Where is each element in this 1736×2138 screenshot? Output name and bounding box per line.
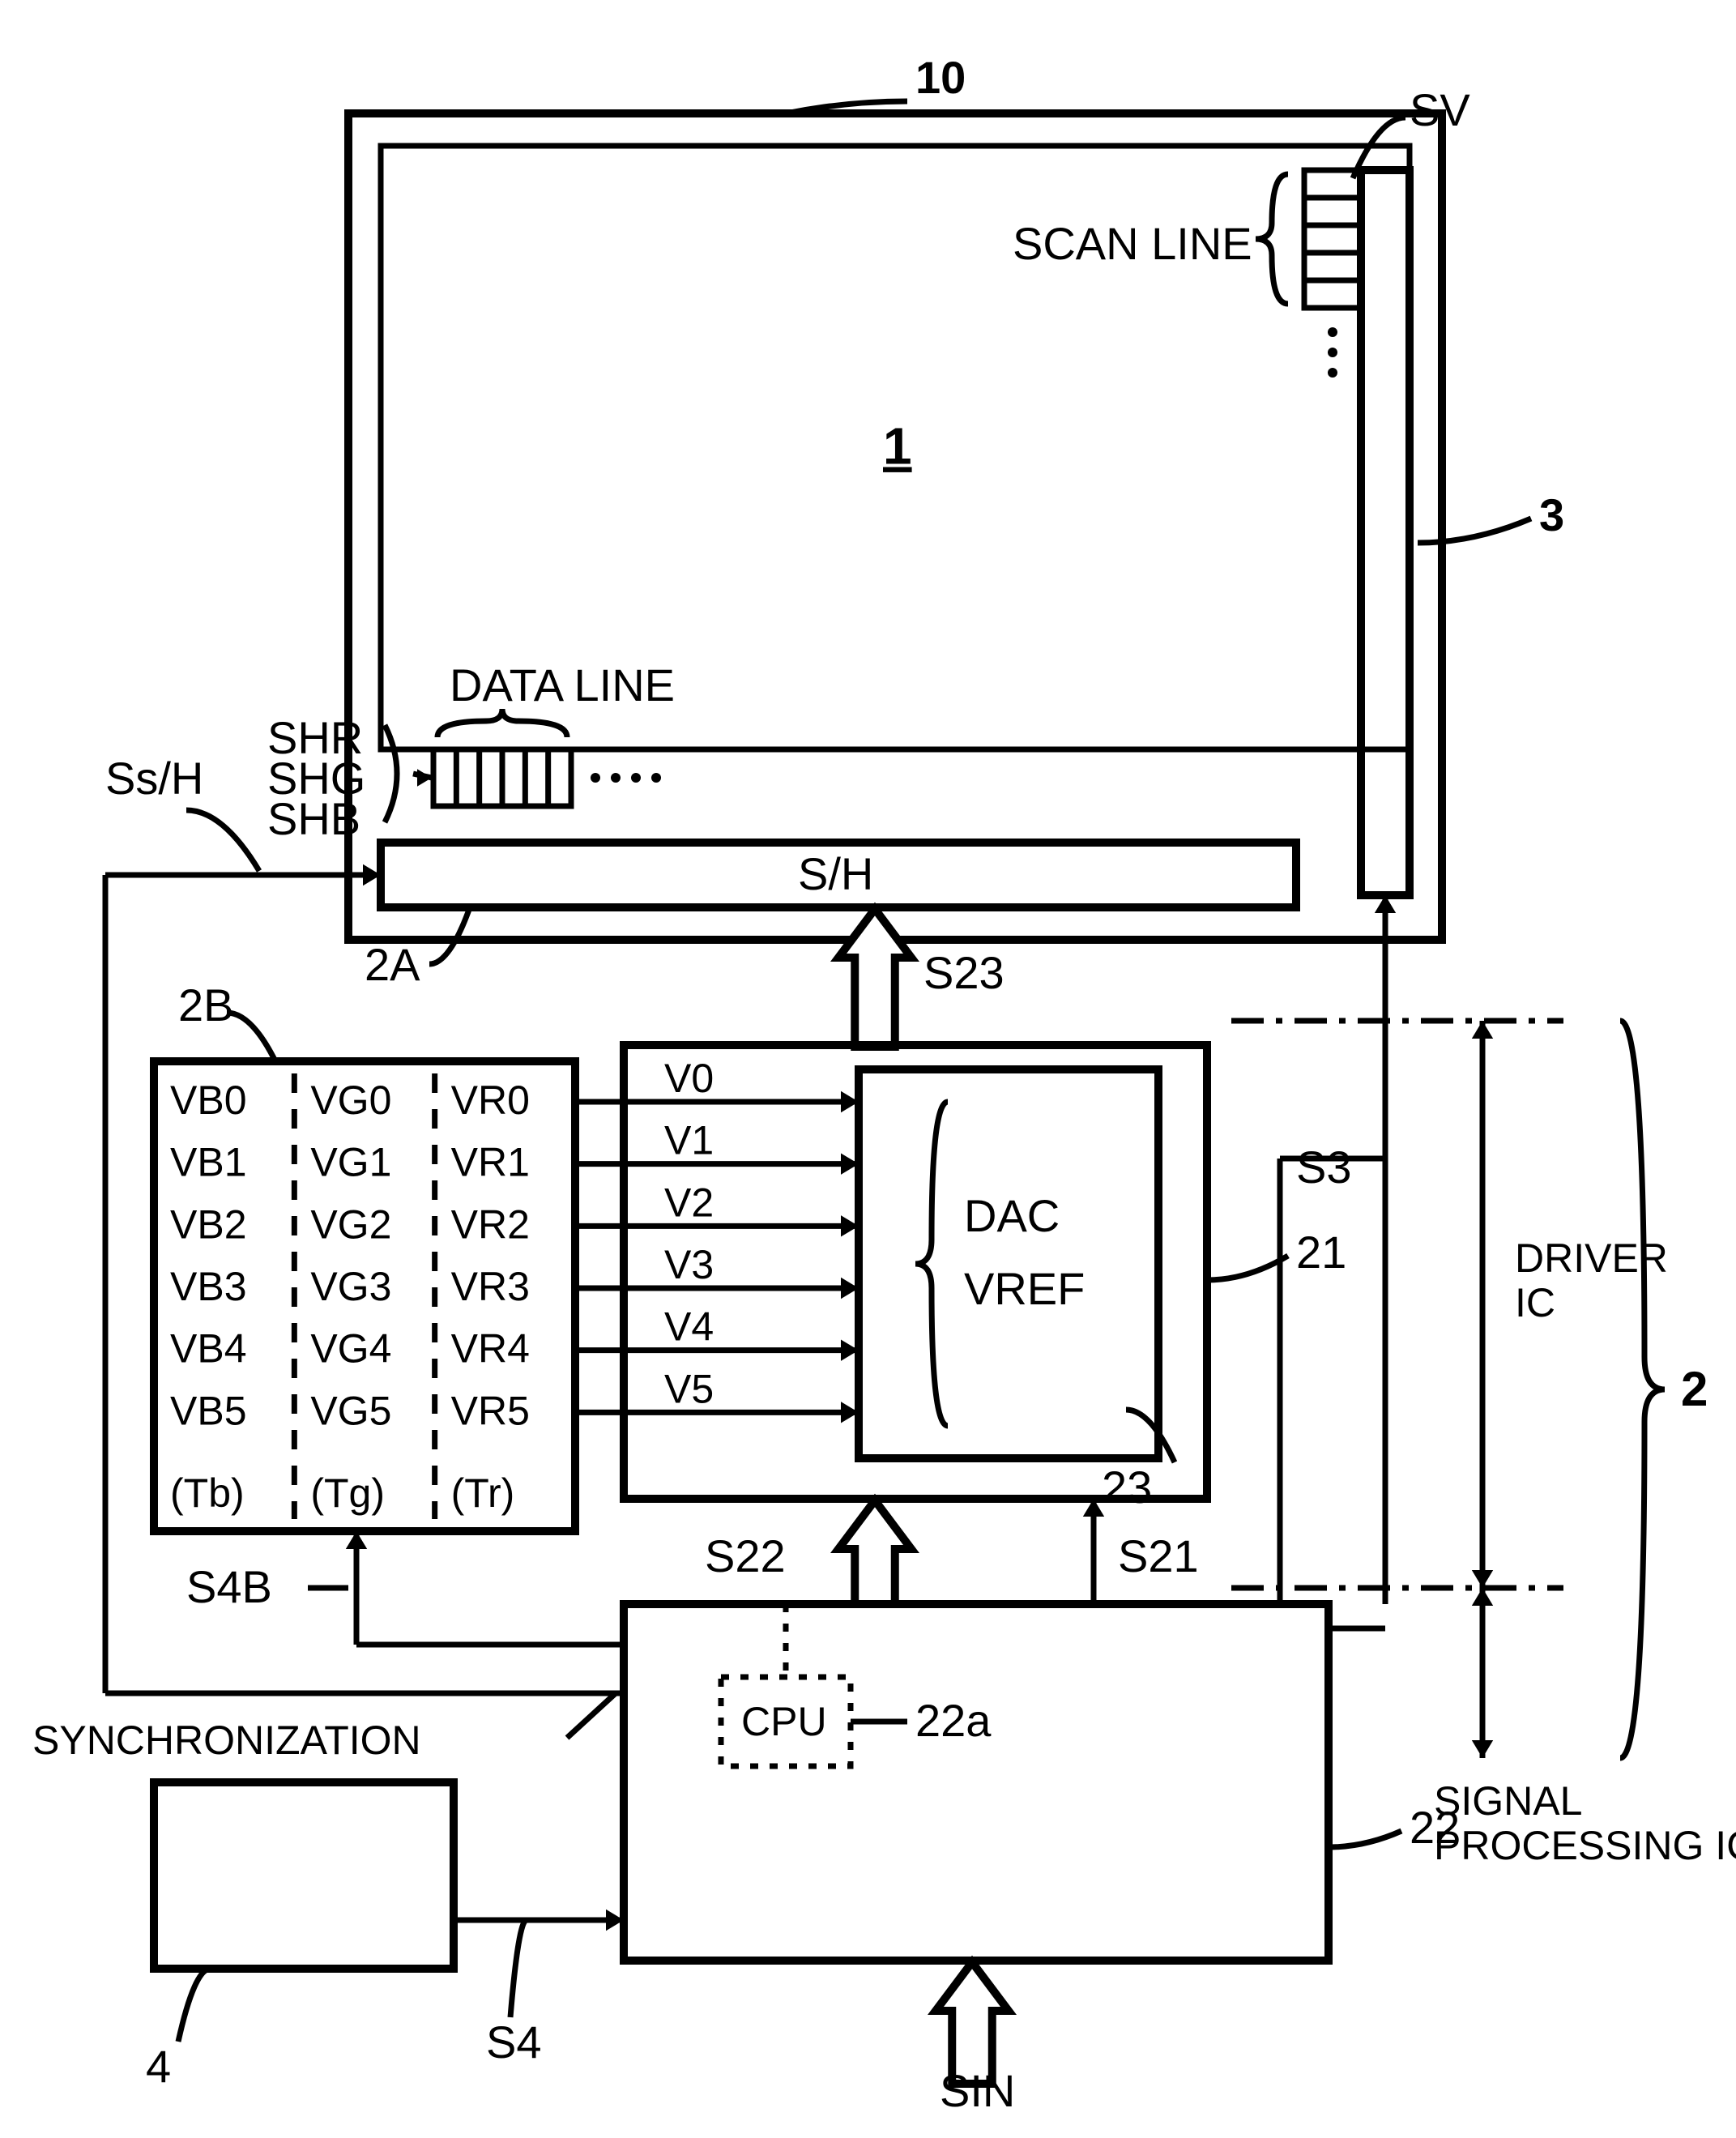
svg-text:VB4: VB4	[170, 1326, 247, 1372]
svg-text:VREF: VREF	[964, 1263, 1085, 1314]
svg-text:S/H: S/H	[798, 848, 873, 899]
svg-text:SIGNALPROCESSING IC: SIGNALPROCESSING IC	[1434, 1778, 1736, 1868]
svg-text:VG5: VG5	[310, 1388, 391, 1433]
svg-text:S21: S21	[1118, 1530, 1199, 1581]
svg-text:(Tb): (Tb)	[170, 1470, 245, 1516]
svg-text:VR0: VR0	[451, 1078, 530, 1123]
svg-text:V5: V5	[664, 1366, 714, 1411]
svg-text:SIN: SIN	[940, 2065, 1015, 2116]
svg-text:DATA LINE: DATA LINE	[450, 659, 675, 711]
svg-text:VR5: VR5	[451, 1388, 530, 1433]
svg-text:Ss/H: Ss/H	[105, 753, 203, 804]
svg-text:2A: 2A	[365, 939, 420, 990]
svg-text:VR2: VR2	[451, 1201, 530, 1247]
svg-text:10: 10	[915, 52, 966, 103]
svg-text:DAC: DAC	[964, 1190, 1060, 1241]
svg-text:V1: V1	[664, 1118, 714, 1163]
svg-text:1: 1	[883, 417, 912, 476]
svg-text:SHB: SHB	[267, 793, 360, 844]
svg-text:VG0: VG0	[310, 1078, 391, 1123]
svg-text:VB0: VB0	[170, 1078, 247, 1123]
svg-text:S23: S23	[923, 947, 1004, 998]
svg-text:VB5: VB5	[170, 1388, 247, 1433]
svg-text:VG1: VG1	[310, 1140, 391, 1185]
svg-text:S22: S22	[705, 1530, 786, 1581]
svg-text:4: 4	[146, 2041, 171, 2092]
svg-text:V4: V4	[664, 1304, 714, 1350]
svg-text:S4: S4	[486, 2016, 542, 2068]
svg-text:SYNCHRONIZATION: SYNCHRONIZATION	[32, 1718, 421, 1763]
svg-text:SV: SV	[1410, 84, 1470, 135]
svg-text:VB3: VB3	[170, 1264, 247, 1309]
svg-text:VR1: VR1	[451, 1140, 530, 1185]
svg-text:SCAN LINE: SCAN LINE	[1013, 218, 1252, 269]
svg-text:3: 3	[1539, 489, 1564, 540]
svg-text:VB1: VB1	[170, 1140, 247, 1185]
svg-text:V3: V3	[664, 1242, 714, 1287]
svg-text:22a: 22a	[915, 1695, 992, 1746]
svg-text:VG2: VG2	[310, 1201, 391, 1247]
svg-text:S3: S3	[1296, 1142, 1352, 1193]
svg-text:21: 21	[1296, 1227, 1346, 1278]
svg-text:S4B: S4B	[186, 1561, 272, 1612]
svg-text:VR4: VR4	[451, 1326, 530, 1372]
svg-text:VB2: VB2	[170, 1201, 247, 1247]
svg-text:V0: V0	[664, 1056, 714, 1101]
svg-text:(Tg): (Tg)	[310, 1470, 385, 1516]
svg-text:2: 2	[1681, 1362, 1708, 1416]
svg-text:2B: 2B	[178, 979, 234, 1031]
svg-text:V2: V2	[664, 1180, 714, 1225]
svg-text:23: 23	[1102, 1462, 1152, 1513]
svg-text:CPU: CPU	[741, 1699, 827, 1744]
svg-text:(Tr): (Tr)	[451, 1470, 515, 1516]
svg-text:VG3: VG3	[310, 1264, 391, 1309]
svg-text:VG4: VG4	[310, 1326, 391, 1372]
svg-text:VR3: VR3	[451, 1264, 530, 1309]
